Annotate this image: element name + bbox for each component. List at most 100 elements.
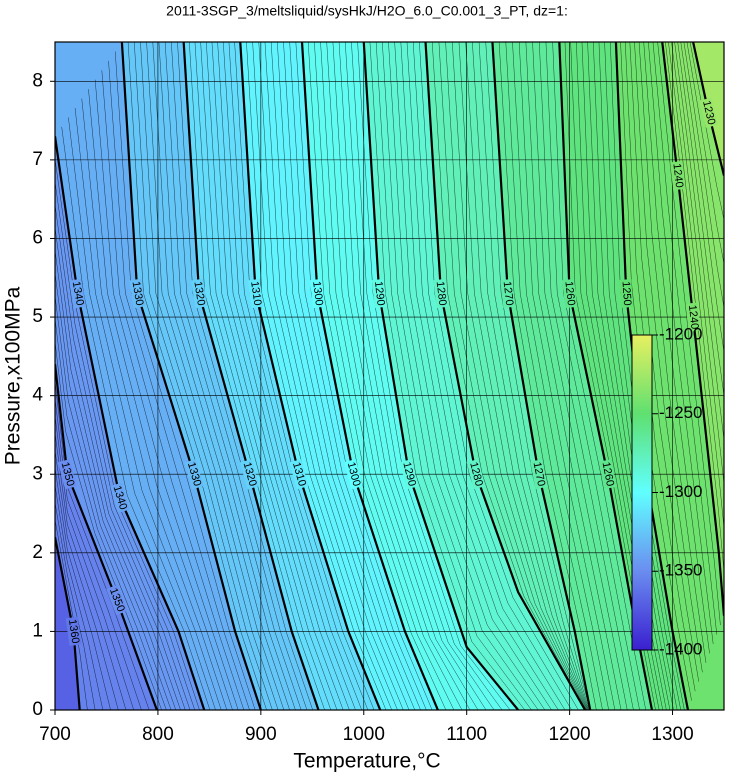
colorbar-tick-label: -1250 bbox=[659, 403, 702, 422]
contour-label-bg bbox=[191, 278, 208, 309]
colorbar-tick-label: -1350 bbox=[659, 561, 702, 580]
contour-label-bg bbox=[670, 161, 686, 191]
contour-label-group: 1270 bbox=[530, 459, 548, 490]
plot-area: 1360135013501340134013301330132013201310… bbox=[55, 42, 724, 710]
minor-contour bbox=[668, 42, 724, 528]
x-tick-label: 700 bbox=[39, 724, 71, 745]
contour-label-bg bbox=[69, 278, 87, 309]
x-tick-label: 800 bbox=[142, 724, 174, 745]
minor-contour bbox=[101, 70, 245, 710]
minor-contour bbox=[55, 467, 111, 710]
minor-contour bbox=[55, 250, 181, 710]
contour-line bbox=[55, 364, 158, 710]
contour-label: 1290 bbox=[400, 461, 418, 488]
minor-contour bbox=[55, 450, 119, 710]
x-tick-label: 1100 bbox=[446, 724, 487, 745]
contour-label-group: 1300 bbox=[309, 278, 326, 309]
x-tick-label: 1300 bbox=[651, 724, 693, 745]
contour-label: 1260 bbox=[562, 281, 577, 307]
contour-label-group: 1290 bbox=[371, 278, 387, 309]
minor-contour bbox=[624, 42, 696, 692]
minor-contour bbox=[88, 89, 233, 710]
y-tick-label: 1 bbox=[32, 620, 43, 641]
minor-contour bbox=[55, 227, 186, 710]
minor-contour bbox=[55, 485, 104, 710]
contour-label: 1290 bbox=[372, 281, 386, 307]
contour-label-bg bbox=[184, 459, 204, 490]
minor-contour bbox=[671, 42, 724, 484]
y-tick-label: 8 bbox=[32, 70, 43, 91]
minor-contour bbox=[55, 381, 150, 710]
contour-label-group: 1250 bbox=[619, 279, 634, 308]
contour-label-bg bbox=[466, 459, 486, 490]
minor-contour bbox=[55, 433, 127, 710]
minor-contour bbox=[81, 98, 228, 710]
contour-label: 1300 bbox=[345, 461, 363, 488]
x-tick-label: 900 bbox=[245, 724, 277, 745]
x-axis-label: Temperature,°C bbox=[293, 750, 440, 773]
contour-label-bg bbox=[399, 459, 419, 490]
minor-contour bbox=[55, 295, 172, 710]
plot-frame bbox=[54, 41, 725, 711]
contour-label: 1300 bbox=[310, 281, 325, 307]
contour-label-bg bbox=[309, 278, 326, 309]
contour-label-bg bbox=[599, 459, 617, 490]
minor-contour bbox=[683, 42, 724, 308]
x-tick-label: 1000 bbox=[343, 724, 385, 745]
colorbar-tick-label: -1400 bbox=[659, 639, 702, 658]
chart-title: 2011-3SGP_3/meltsliquid/sysHkJ/H2O_6.0_C… bbox=[166, 3, 568, 19]
minor-contour bbox=[55, 398, 142, 710]
contour-label-bg bbox=[57, 459, 77, 490]
y-tick-label: 3 bbox=[32, 463, 43, 484]
contour-label-group: 1230 bbox=[699, 97, 718, 128]
contour-label-bg bbox=[240, 459, 260, 490]
y-tick-label: 2 bbox=[32, 542, 43, 563]
contour-label-group: 1340 bbox=[69, 278, 87, 309]
contour-label-bg bbox=[433, 278, 449, 309]
minor-contour bbox=[55, 502, 96, 710]
minor-contour bbox=[652, 42, 718, 635]
minor-contour bbox=[55, 204, 191, 710]
minor-contour bbox=[680, 42, 724, 352]
contour-label-group: 1290 bbox=[399, 459, 419, 490]
contour-label: 1320 bbox=[191, 280, 207, 306]
minor-contour bbox=[648, 42, 714, 645]
contour-label: 1270 bbox=[531, 461, 548, 487]
contour-label: 1240 bbox=[686, 304, 701, 330]
minor-contour bbox=[634, 42, 703, 673]
minor-contour bbox=[674, 42, 724, 440]
contour-label-group: 1260 bbox=[562, 278, 578, 309]
minor-contour bbox=[114, 51, 256, 710]
y-tick-label: 0 bbox=[32, 699, 43, 720]
minor-contour bbox=[55, 341, 162, 710]
contour-label-group: 1280 bbox=[433, 278, 449, 309]
contour-label: 1360 bbox=[66, 618, 81, 644]
contour-label-bg bbox=[65, 616, 82, 647]
contour-label-bg bbox=[562, 278, 578, 309]
minor-contour bbox=[689, 42, 724, 220]
minor-contour bbox=[61, 126, 211, 710]
contour-label-bg bbox=[685, 302, 701, 332]
minor-contour bbox=[74, 107, 222, 710]
contour-label-bg bbox=[247, 278, 264, 309]
contour-label-group: 1310 bbox=[247, 278, 264, 309]
contour-label-group: 1240 bbox=[670, 161, 686, 191]
contour-label: 1340 bbox=[70, 280, 86, 306]
colorbar bbox=[631, 334, 653, 651]
contour-label-bg bbox=[530, 459, 548, 490]
field-band bbox=[662, 42, 724, 616]
contour-label-bg bbox=[110, 482, 130, 513]
contour-label-bg bbox=[500, 278, 516, 309]
contour-label: 1260 bbox=[600, 461, 617, 487]
contour-label: 1270 bbox=[501, 281, 516, 307]
contour-label-bg bbox=[289, 459, 309, 490]
y-axis-label: Pressure,x100MPa bbox=[2, 286, 25, 465]
contour-label-bg bbox=[619, 279, 634, 308]
contour-label-bg bbox=[106, 584, 128, 616]
colorbar-tick-label: -1300 bbox=[659, 482, 702, 501]
y-tick-label: 6 bbox=[32, 227, 43, 248]
minor-contour bbox=[657, 42, 721, 626]
minor-contour bbox=[665, 42, 724, 572]
contour-label-group: 1240 bbox=[685, 302, 701, 332]
minor-contour bbox=[68, 117, 216, 710]
